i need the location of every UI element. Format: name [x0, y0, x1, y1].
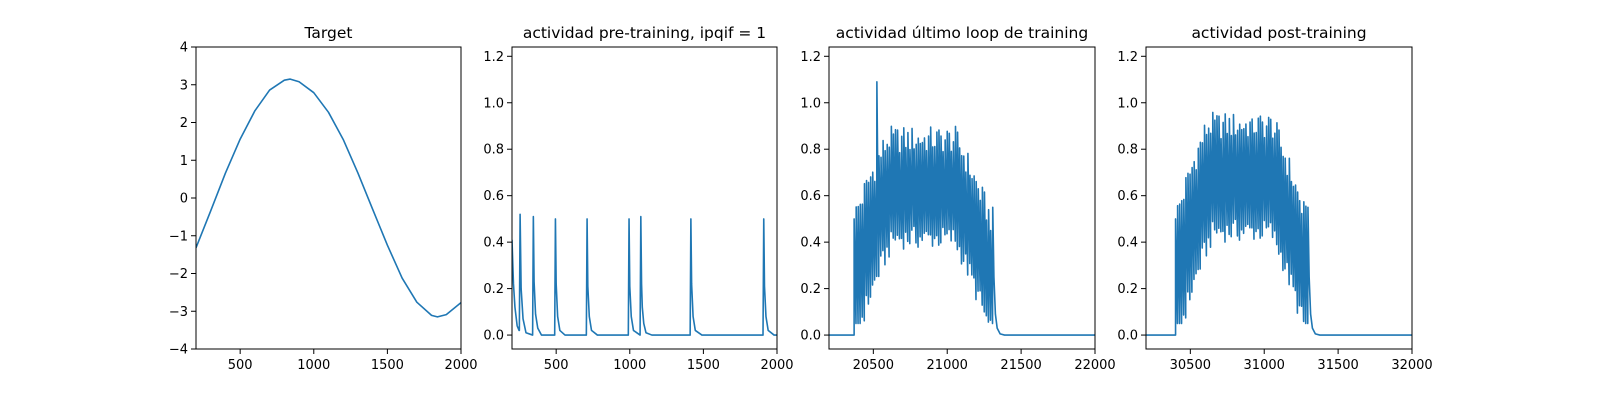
y-tick-label: 0.8 — [483, 143, 504, 158]
chart-title: actividad último loop de training — [836, 24, 1088, 42]
x-tick-label: 32000 — [1391, 358, 1432, 373]
x-tick-label: 1500 — [371, 358, 404, 373]
y-tick-label: −2 — [169, 267, 188, 282]
y-tick-label: 1.2 — [1117, 50, 1138, 65]
y-tick-label: 0.2 — [1117, 282, 1138, 297]
series-line-1 — [1146, 111, 1412, 336]
y-tick-label: 0.6 — [1117, 189, 1138, 204]
y-tick-label: 4 — [180, 41, 188, 56]
x-tick-label: 500 — [544, 358, 569, 373]
y-tick-label: 0 — [180, 192, 188, 207]
panel-1: 500 1000 1500 2000 −4 −3 −2 −1 0 1 2 3 4 Target — [169, 24, 478, 373]
y-tick-label: 1.0 — [1117, 96, 1138, 111]
axes-frame — [195, 46, 462, 350]
y-tick-label: 0.0 — [483, 329, 504, 344]
x-tick-label: 1000 — [613, 358, 646, 373]
y-tick-label: 0.6 — [800, 189, 821, 204]
series-line-1 — [829, 81, 1095, 336]
x-tick-label: 31000 — [1244, 358, 1285, 373]
y-tick-label: 0.4 — [1117, 236, 1138, 251]
y-tick-label: −4 — [169, 343, 188, 358]
panel-3: 20500 21000 21500 22000 0.0 0.2 0.4 0.6 0.8 1.0 1.… — [800, 24, 1115, 373]
panel-2: 500 1000 1500 2000 0.0 0.2 0.4 0.6 0.8 1.0 1.2 acti… — [483, 24, 793, 373]
x-tick-label: 30500 — [1170, 358, 1211, 373]
chart-title: Target — [304, 24, 353, 42]
chart-title: actividad post-training — [1191, 24, 1366, 42]
x-tick-label: 500 — [228, 358, 253, 373]
y-tick-label: 1.0 — [800, 96, 821, 111]
x-tick-label: 1000 — [297, 358, 330, 373]
x-tick-label: 21000 — [927, 358, 968, 373]
x-tick-label: 2000 — [444, 358, 477, 373]
y-tick-label: −3 — [169, 305, 188, 320]
y-tick-label: 3 — [180, 78, 188, 93]
y-tick-label: 0.4 — [483, 236, 504, 251]
y-tick-label: 0.0 — [800, 329, 821, 344]
y-tick-label: 0.2 — [800, 282, 821, 297]
x-tick-label: 20500 — [853, 358, 894, 373]
series-line-1 — [196, 78, 461, 318]
y-tick-label: −1 — [169, 229, 188, 244]
y-tick-label: 0.2 — [483, 282, 504, 297]
y-tick-label: 1.2 — [800, 50, 821, 65]
chart-title: actividad pre-training, ipqif = 1 — [523, 24, 766, 42]
y-tick-label: 1.0 — [483, 96, 504, 111]
axes-frame — [828, 46, 1096, 350]
y-tick-label: 1.2 — [483, 50, 504, 65]
y-tick-label: 0.4 — [800, 236, 821, 251]
y-tick-label: 1 — [180, 154, 188, 169]
y-tick-label: 0.8 — [1117, 143, 1138, 158]
y-tick-label: 0.0 — [1117, 329, 1138, 344]
axes-frame — [511, 46, 778, 350]
y-tick-label: 2 — [180, 116, 188, 131]
x-tick-label: 31500 — [1317, 358, 1358, 373]
axes-frame — [1145, 46, 1413, 350]
x-tick-label: 22000 — [1074, 358, 1115, 373]
x-tick-label: 21500 — [1000, 358, 1041, 373]
panel-4: 30500 31000 31500 32000 0.0 0.2 0.4 0.6 0.8 1.0 1.… — [1117, 24, 1432, 373]
y-tick-label: 0.6 — [483, 189, 504, 204]
x-tick-label: 2000 — [760, 358, 793, 373]
y-tick-label: 0.8 — [800, 143, 821, 158]
x-tick-label: 1500 — [687, 358, 720, 373]
series-line-1 — [512, 213, 777, 336]
